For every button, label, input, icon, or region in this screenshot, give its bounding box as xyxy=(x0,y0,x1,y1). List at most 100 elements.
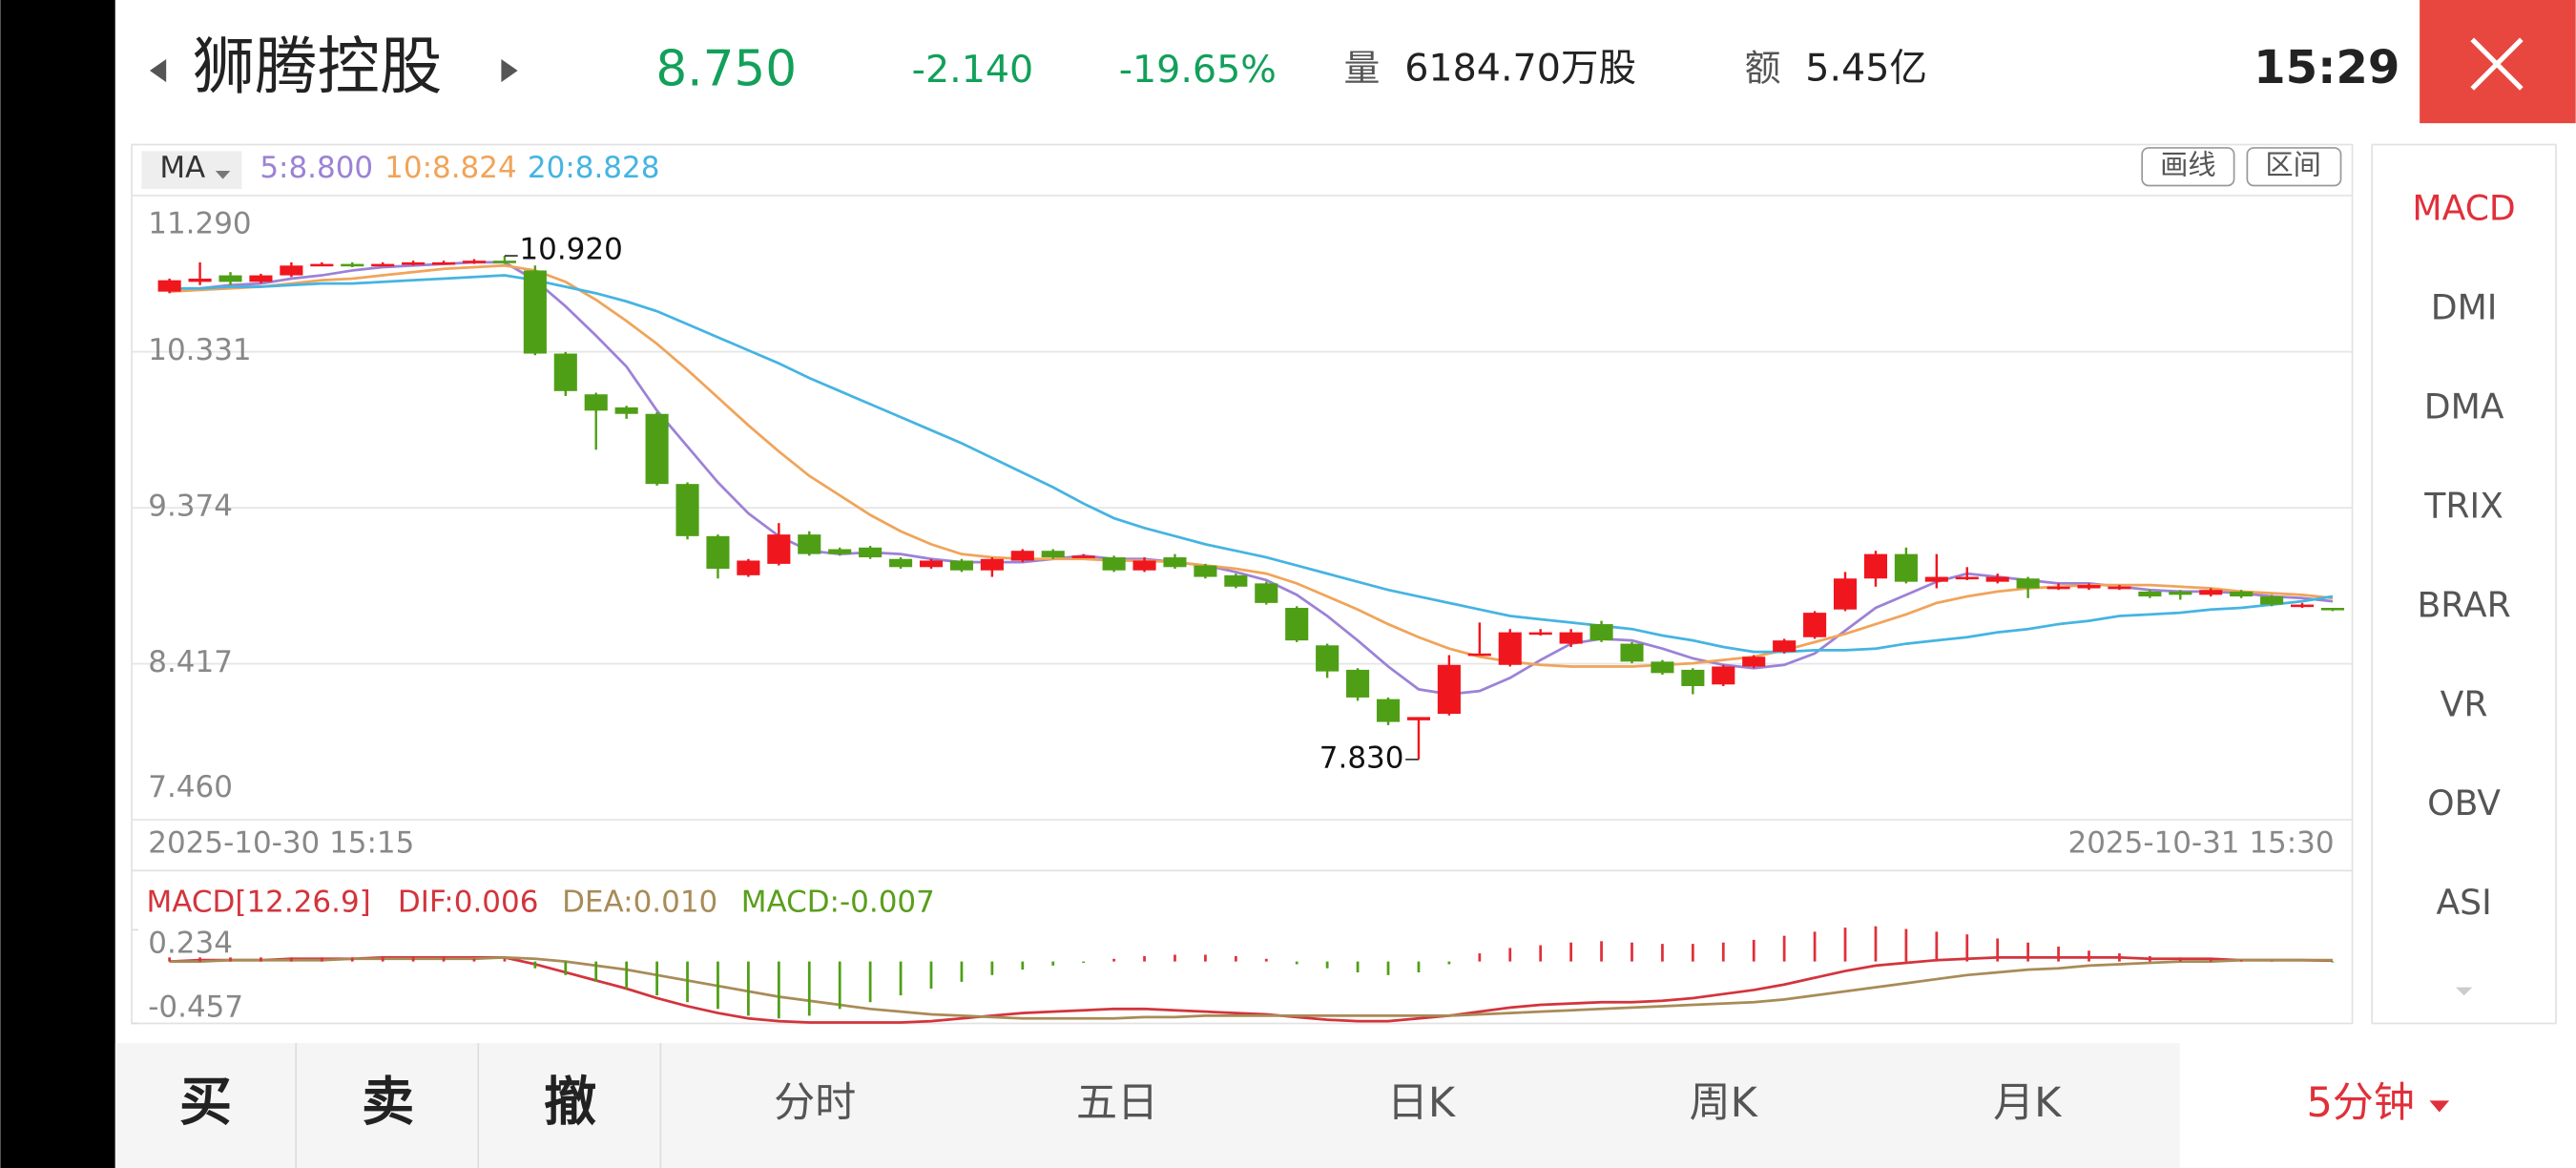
bottom-tab[interactable]: 撤 xyxy=(544,1072,596,1133)
candle-body xyxy=(1955,576,1979,580)
y-tick-label: -0.457 xyxy=(148,991,243,1025)
side-tab[interactable]: ASI xyxy=(2436,882,2491,923)
candle-body xyxy=(2016,578,2040,589)
candle-body xyxy=(2230,591,2254,597)
side-more[interactable] xyxy=(2456,987,2473,996)
high-label: 10.920 xyxy=(519,232,622,266)
close-icon xyxy=(2470,37,2524,91)
volume-label: 量 xyxy=(1344,48,1381,90)
candle-body xyxy=(1863,553,1888,579)
side-tab[interactable]: BRAR xyxy=(2417,584,2510,625)
side-tab[interactable]: MACD xyxy=(2412,187,2515,228)
volume: 6184.70万股 xyxy=(1404,47,1636,91)
candle-body xyxy=(737,560,760,575)
side-tab[interactable]: VR xyxy=(2441,683,2488,724)
bottom-tab[interactable]: 5分钟 xyxy=(2306,1079,2414,1127)
ma-label[interactable]: MA xyxy=(159,151,205,185)
period-dropdown xyxy=(2429,1100,2450,1113)
bottom-bar xyxy=(114,1043,2180,1168)
candle-body xyxy=(2290,604,2315,608)
x-axis-label: 2025-10-31 15:30 xyxy=(2068,825,2335,860)
bottom-tab[interactable]: 买 xyxy=(179,1072,232,1133)
candle-body xyxy=(1651,661,1674,674)
y-tick-label: 7.460 xyxy=(148,770,233,804)
candle-body xyxy=(1255,583,1278,603)
candle-body xyxy=(1894,553,1918,582)
legend-entry: 20:8.828 xyxy=(528,151,660,185)
ma-selector[interactable] xyxy=(141,151,242,189)
candle-body xyxy=(280,265,303,276)
indicator-line xyxy=(169,955,2333,1020)
candle-body xyxy=(1498,632,1522,665)
candle-body xyxy=(645,413,669,485)
candle-body xyxy=(798,534,821,554)
candle-body xyxy=(675,484,699,536)
candle-body xyxy=(1467,653,1491,657)
candle-body xyxy=(2108,586,2131,590)
left-edge xyxy=(0,0,115,1168)
candle-body xyxy=(2260,596,2284,605)
bottom-tab[interactable]: 周K xyxy=(1690,1079,1759,1127)
candle-body xyxy=(249,275,273,282)
candle-body xyxy=(614,407,638,414)
candle-body xyxy=(1681,669,1705,686)
candle-body xyxy=(1712,666,1735,685)
candle-body xyxy=(1833,578,1858,610)
tool-button[interactable]: 区间 xyxy=(2265,148,2320,180)
candle-body xyxy=(1924,576,1948,582)
candle-body xyxy=(341,263,364,267)
next-arrow[interactable] xyxy=(501,58,518,83)
candle-body xyxy=(1010,551,1034,561)
side-tab[interactable]: OBV xyxy=(2427,782,2501,824)
x-axis-label: 2025-10-30 15:15 xyxy=(148,825,414,860)
stock-name: 狮腾控股 xyxy=(193,31,443,103)
side-tab[interactable]: TRIX xyxy=(2423,485,2503,526)
candle-body xyxy=(1620,643,1644,662)
price: 8.750 xyxy=(655,41,797,98)
candle-body xyxy=(1346,669,1370,698)
candle-body xyxy=(2077,585,2101,589)
bottom-tab[interactable]: 五日 xyxy=(1076,1079,1158,1127)
candle-body xyxy=(1376,699,1401,722)
candle-body xyxy=(980,558,1004,571)
indicator-line xyxy=(169,955,2333,1024)
bottom-tab[interactable]: 月K xyxy=(1993,1079,2063,1127)
range-button-frame[interactable] xyxy=(2246,147,2342,187)
bottom-tab[interactable]: 分时 xyxy=(774,1079,856,1127)
y-tick-label: 10.331 xyxy=(148,333,251,367)
change: -2.140 xyxy=(912,48,1034,92)
candle-body xyxy=(828,549,852,554)
candle-body xyxy=(1559,632,1583,644)
candle-body xyxy=(1528,632,1552,636)
candle-body xyxy=(1071,555,1095,558)
candle-body xyxy=(188,278,212,282)
candle-body xyxy=(462,261,487,263)
legend-entry: 10:8.824 xyxy=(384,151,516,185)
candle-body xyxy=(1316,645,1340,672)
bottom-tab[interactable]: 卖 xyxy=(362,1072,414,1133)
prev-arrow[interactable] xyxy=(149,58,167,83)
side-tab[interactable]: DMI xyxy=(2431,286,2498,327)
candle-body xyxy=(1589,624,1613,641)
draw-button-frame[interactable] xyxy=(2141,147,2235,187)
y-tick-label: 8.417 xyxy=(148,645,233,679)
legend-entry: 5:8.800 xyxy=(260,151,373,185)
time: 15:29 xyxy=(2254,41,2399,94)
candle-body xyxy=(2138,591,2162,597)
tool-button[interactable]: 画线 xyxy=(2160,148,2216,180)
bottom-tab[interactable]: 日K xyxy=(1387,1079,1457,1127)
candle-body xyxy=(371,263,395,267)
candle-body xyxy=(1406,717,1430,720)
candle-body xyxy=(523,270,547,354)
candle-body xyxy=(1742,657,1766,667)
candle-body xyxy=(1985,576,2009,582)
y-tick-label: 9.374 xyxy=(148,490,233,524)
candle-body xyxy=(767,534,791,564)
legend-entry: MACD:-0.007 xyxy=(741,885,935,919)
candle-body xyxy=(218,275,242,282)
candle-body xyxy=(157,280,181,292)
candle-body xyxy=(2169,591,2192,595)
side-tab[interactable]: DMA xyxy=(2424,386,2504,427)
candle-body xyxy=(1163,557,1187,568)
